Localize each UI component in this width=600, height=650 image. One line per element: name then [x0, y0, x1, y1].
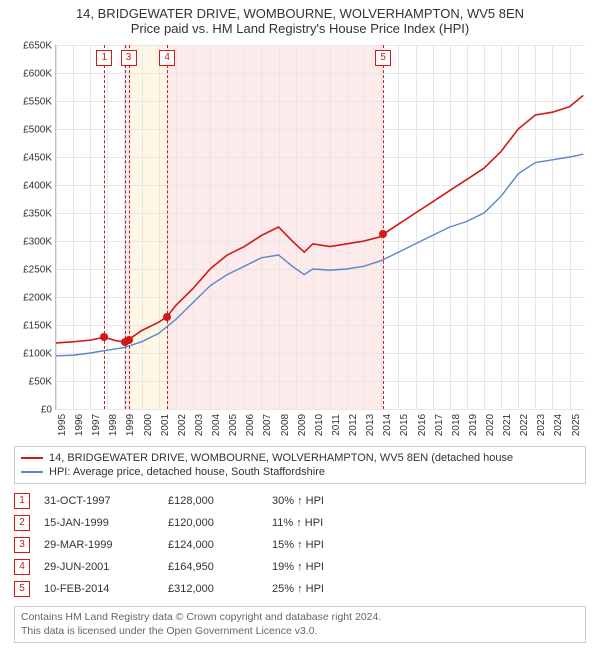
- event-row-date: 29-JUN-2001: [44, 561, 154, 573]
- series-line-price_paid: [56, 95, 583, 343]
- x-tick-label: 2017: [434, 414, 445, 436]
- x-tick-label: 2013: [365, 414, 376, 436]
- footer-attribution: Contains HM Land Registry data © Crown c…: [14, 606, 586, 643]
- sale-marker: [163, 313, 171, 321]
- y-tick-label: £550K: [23, 97, 56, 108]
- x-tick-label: 1997: [91, 414, 102, 436]
- x-tick-label: 2023: [536, 414, 547, 436]
- x-tick-label: 2006: [245, 414, 256, 436]
- chart: £0 £50K £100K £150K £200K £250K £300K £350K £400…: [10, 40, 590, 440]
- gridline-h: £0: [56, 409, 585, 410]
- legend-label: 14, BRIDGEWATER DRIVE, WOMBOURNE, WOLVER…: [49, 452, 513, 464]
- event-row-price: £120,000: [168, 517, 258, 529]
- event-row-badge: 5: [14, 581, 30, 597]
- event-row-delta: 19% ↑ HPI: [272, 561, 324, 573]
- event-row-date: 29-MAR-1999: [44, 539, 154, 551]
- x-tick-label: 2021: [502, 414, 513, 436]
- title-main: 14, BRIDGEWATER DRIVE, WOMBOURNE, WOLVER…: [10, 6, 590, 21]
- event-row-badge: 1: [14, 493, 30, 509]
- y-tick-label: £350K: [23, 209, 56, 220]
- x-tick-label: 1998: [108, 414, 119, 436]
- event-row-price: £124,000: [168, 539, 258, 551]
- y-tick-label: £650K: [23, 41, 56, 52]
- sale-marker: [100, 333, 108, 341]
- event-row-price: £128,000: [168, 495, 258, 507]
- event-row-badge: 2: [14, 515, 30, 531]
- plot-area: £0£50K£100K£150K£200K£250K£300K£350K£400…: [55, 45, 585, 410]
- event-row: 3 29-MAR-1999 £124,000 15% ↑ HPI: [14, 534, 586, 556]
- y-tick-label: £400K: [23, 181, 56, 192]
- x-tick-label: 2010: [314, 414, 325, 436]
- y-tick-label: £100K: [23, 349, 56, 360]
- x-tick-label: 2004: [211, 414, 222, 436]
- footer-line: This data is licensed under the Open Gov…: [21, 625, 579, 639]
- x-tick-label: 2022: [519, 414, 530, 436]
- x-tick-label: 1995: [57, 414, 68, 436]
- x-tick-label: 1996: [74, 414, 85, 436]
- event-row-badge: 3: [14, 537, 30, 553]
- legend-item: 14, BRIDGEWATER DRIVE, WOMBOURNE, WOLVER…: [21, 451, 579, 465]
- x-tick-label: 1999: [125, 414, 136, 436]
- x-tick-label: 2025: [571, 414, 582, 436]
- x-tick-label: 2007: [262, 414, 273, 436]
- event-row: 2 15-JAN-1999 £120,000 11% ↑ HPI: [14, 512, 586, 534]
- y-tick-label: £450K: [23, 153, 56, 164]
- event-row-date: 31-OCT-1997: [44, 495, 154, 507]
- y-tick-label: £250K: [23, 265, 56, 276]
- event-row-delta: 11% ↑ HPI: [272, 517, 323, 529]
- event-row: 4 29-JUN-2001 £164,950 19% ↑ HPI: [14, 556, 586, 578]
- event-row-delta: 15% ↑ HPI: [272, 539, 324, 551]
- x-tick-label: 2011: [331, 414, 342, 436]
- x-tick-label: 2020: [485, 414, 496, 436]
- legend: 14, BRIDGEWATER DRIVE, WOMBOURNE, WOLVER…: [14, 446, 586, 484]
- title-sub: Price paid vs. HM Land Registry's House …: [10, 21, 590, 36]
- series-layer: [56, 45, 585, 409]
- legend-swatch: [21, 471, 43, 473]
- event-row-delta: 25% ↑ HPI: [272, 583, 324, 595]
- x-tick-label: 2003: [194, 414, 205, 436]
- sale-marker: [379, 230, 387, 238]
- event-row: 1 31-OCT-1997 £128,000 30% ↑ HPI: [14, 490, 586, 512]
- x-tick-label: 2005: [228, 414, 239, 436]
- x-tick-label: 2014: [382, 414, 393, 436]
- footer-line: Contains HM Land Registry data © Crown c…: [21, 611, 579, 625]
- chart-titles: 14, BRIDGEWATER DRIVE, WOMBOURNE, WOLVER…: [0, 0, 600, 38]
- event-row-price: £312,000: [168, 583, 258, 595]
- event-row-date: 15-JAN-1999: [44, 517, 154, 529]
- legend-swatch: [21, 457, 43, 459]
- event-row: 5 10-FEB-2014 £312,000 25% ↑ HPI: [14, 578, 586, 600]
- sale-marker: [125, 336, 133, 344]
- event-row-price: £164,950: [168, 561, 258, 573]
- x-tick-label: 2018: [451, 414, 462, 436]
- x-tick-label: 2001: [160, 414, 171, 436]
- y-tick-label: £50K: [29, 377, 56, 388]
- x-tick-label: 2000: [143, 414, 154, 436]
- events-table: 1 31-OCT-1997 £128,000 30% ↑ HPI 2 15-JAN-199…: [14, 490, 586, 600]
- x-tick-label: 2012: [348, 414, 359, 436]
- y-tick-label: £300K: [23, 237, 56, 248]
- x-tick-label: 2024: [553, 414, 564, 436]
- y-tick-label: £600K: [23, 69, 56, 80]
- event-row-delta: 30% ↑ HPI: [272, 495, 324, 507]
- x-tick-label: 2016: [417, 414, 428, 436]
- x-tick-label: 2002: [177, 414, 188, 436]
- x-tick-label: 2009: [297, 414, 308, 436]
- y-tick-label: £500K: [23, 125, 56, 136]
- legend-label: HPI: Average price, detached house, Sout…: [49, 466, 325, 478]
- y-tick-label: £200K: [23, 292, 56, 303]
- x-tick-label: 2015: [399, 414, 410, 436]
- y-tick-label: £0: [41, 405, 56, 416]
- x-tick-label: 2019: [468, 414, 479, 436]
- series-line-hpi: [56, 154, 583, 356]
- event-row-badge: 4: [14, 559, 30, 575]
- x-tick-label: 2008: [280, 414, 291, 436]
- event-row-date: 10-FEB-2014: [44, 583, 154, 595]
- legend-item: HPI: Average price, detached house, Sout…: [21, 465, 579, 479]
- y-tick-label: £150K: [23, 321, 56, 332]
